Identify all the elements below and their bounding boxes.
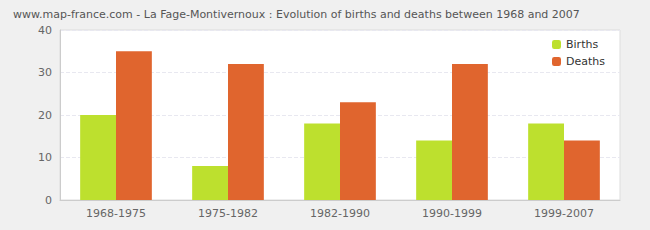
svg-text:1999-2007: 1999-2007 [534,207,594,220]
svg-text:1975-1982: 1975-1982 [198,207,258,220]
svg-text:www.map-france.com - La Fage-M: www.map-france.com - La Fage-Montivernou… [13,8,580,21]
svg-text:Deaths: Deaths [566,55,605,68]
svg-text:0: 0 [45,194,52,207]
svg-text:10: 10 [38,151,52,164]
svg-text:30: 30 [38,66,52,79]
svg-text:1990-1999: 1990-1999 [422,207,482,220]
svg-text:1982-1990: 1982-1990 [310,207,370,220]
svg-text:Births: Births [566,38,598,51]
svg-text:40: 40 [38,24,52,37]
svg-text:20: 20 [38,109,52,122]
svg-text:1968-1975: 1968-1975 [86,207,146,220]
